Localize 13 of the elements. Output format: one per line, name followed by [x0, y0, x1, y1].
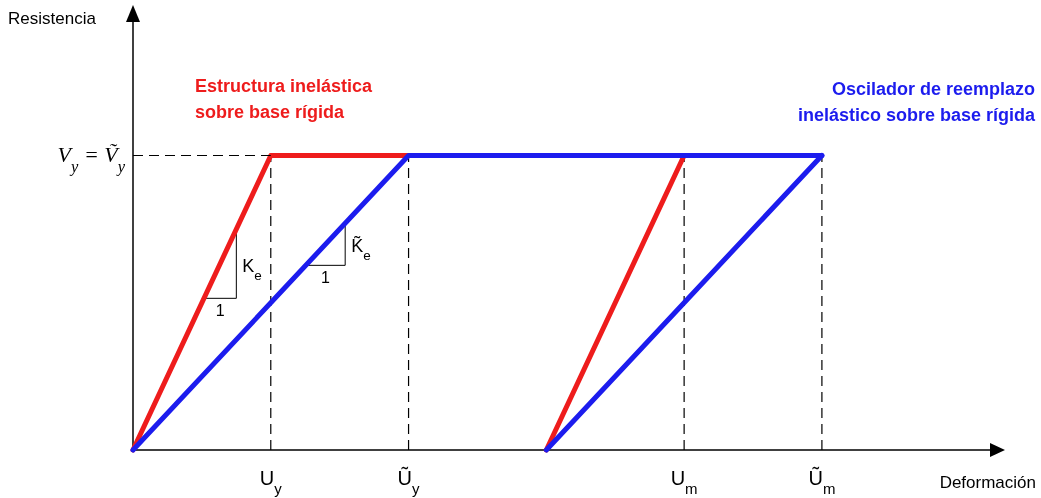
x-tick-label: U$_{y}$ [259, 467, 283, 497]
series-label: Oscilador de reemplazo inelástico sobre base rígida [797, 79, 1036, 125]
annotation: 1 [215, 302, 225, 320]
series-label: Estructura inelástica sobre base rígida [195, 76, 374, 122]
annotation: K̃$_{e}$ [351, 235, 371, 263]
annotation: 1 [321, 269, 331, 287]
x-tick-label: Ũ$_{m}$ [808, 466, 836, 497]
x-axis-title: Deformación [939, 473, 1036, 492]
x-tick-label: Ũ$_{y}$ [397, 466, 421, 497]
annotation: K$_{e}$ [242, 255, 262, 283]
text: Resistencia [8, 9, 97, 28]
x-tick-label: U$_{m}$ [670, 467, 698, 497]
ref-line-label: V$_{y}$ = Ṽ$_{y}$ [57, 142, 126, 176]
